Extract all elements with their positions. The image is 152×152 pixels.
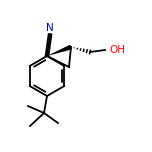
Text: OH: OH — [109, 45, 125, 55]
Text: N: N — [46, 23, 54, 33]
Polygon shape — [47, 45, 72, 56]
